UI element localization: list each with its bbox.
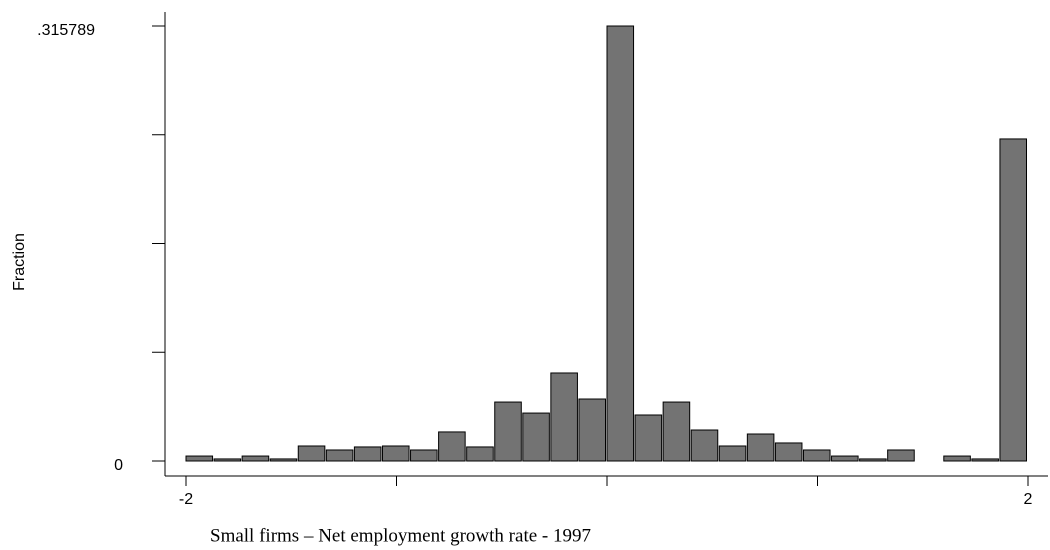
bar: [213, 458, 242, 462]
bar: [971, 458, 999, 462]
bar: [690, 429, 719, 462]
bar: [466, 446, 494, 462]
bar: [859, 458, 887, 462]
bar: [578, 398, 607, 462]
bar: [606, 25, 635, 462]
bar: [325, 449, 354, 462]
bar: [438, 431, 466, 462]
bar: [241, 455, 270, 462]
x-tick-label: 2: [1024, 491, 1033, 508]
x-tick-label: -2: [179, 491, 193, 508]
bar: [718, 445, 747, 462]
bar: [353, 446, 382, 462]
bar: [494, 401, 522, 462]
bar: [297, 445, 326, 462]
bar: [943, 455, 971, 462]
bar: [410, 449, 438, 462]
y-tick-label: .315789: [37, 22, 95, 39]
bar: [802, 449, 831, 462]
y-axis-label: Fraction: [11, 233, 28, 291]
bar: [662, 401, 691, 462]
bar: [522, 412, 550, 462]
bar: [185, 455, 214, 462]
y-tick-label: 0: [114, 457, 123, 474]
bar: [381, 445, 410, 462]
bar: [999, 138, 1028, 462]
bar: [746, 433, 775, 462]
bar: [831, 455, 859, 462]
bar: [774, 442, 803, 462]
bar: [887, 449, 915, 462]
bar: [550, 372, 578, 462]
x-axis-label: Small firms – Net employment growth rate…: [210, 525, 591, 546]
bar: [269, 458, 298, 462]
bar: [634, 414, 663, 462]
